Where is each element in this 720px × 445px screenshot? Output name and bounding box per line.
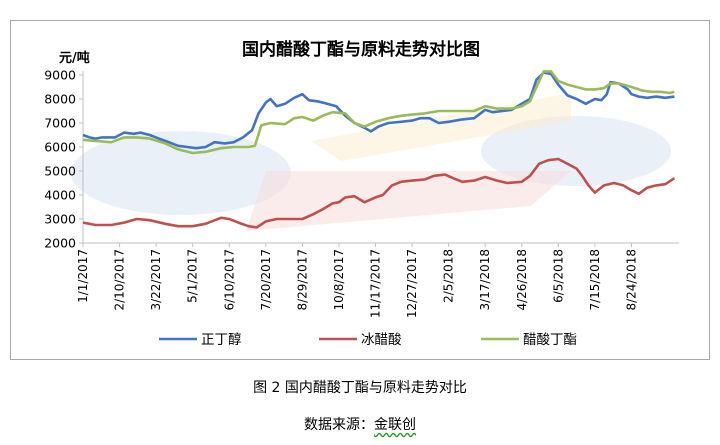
source-note: 数据来源：金联创	[0, 414, 720, 434]
x-tick-label: 1/1/2017	[76, 249, 90, 303]
x-tick-label: 8/24/2018	[624, 249, 638, 311]
x-tick-label: 6/5/2018	[551, 249, 565, 303]
series-line-1	[82, 71, 675, 150]
y-axis-unit-label: 元/吨	[59, 51, 90, 66]
x-tick-label: 11/17/2017	[369, 249, 383, 318]
y-tick-label: 4000	[44, 188, 76, 203]
watermark	[71, 93, 671, 231]
y-tick-label: 7000	[44, 116, 76, 131]
chart-frame: 2000 3000 4000 5000 6000 7000 8000 9000 1/1/2017…	[10, 20, 710, 360]
x-tick-label: 10/8/2017	[332, 249, 346, 311]
y-tick-label: 8000	[44, 92, 76, 107]
x-tick-label: 7/20/2017	[259, 249, 273, 311]
y-tick-label: 2000	[44, 236, 76, 251]
x-tick-label: 2/10/2017	[113, 249, 127, 311]
x-tick-label: 5/1/2017	[186, 249, 200, 303]
series-line-3	[82, 70, 675, 155]
x-tick-label: 2/5/2018	[442, 249, 456, 303]
line-chart: 2000 3000 4000 5000 6000 7000 8000 9000 1/1/2017…	[44, 68, 679, 348]
x-tick-label: 12/27/2017	[405, 249, 419, 318]
y-tick-label: 5000	[44, 164, 76, 179]
series-layer	[82, 70, 676, 229]
chart-title: 国内醋酸丁酯与原料走势对比图	[242, 40, 480, 60]
y-tick-label: 6000	[44, 140, 76, 155]
legend-label-3: 醋酸丁酯	[523, 332, 577, 348]
series-line-2	[82, 157, 676, 229]
figure-caption: 图 2 国内醋酸丁酯与原料走势对比	[253, 380, 467, 396]
source-prefix: 数据来源：	[304, 417, 374, 433]
y-tick-label: 3000	[44, 212, 76, 227]
legend-label-1: 正丁醇	[201, 331, 242, 348]
x-tick-label: 8/29/2017	[295, 249, 309, 311]
axes: 2000 3000 4000 5000 6000 7000 8000 9000 1/1/2017…	[44, 68, 679, 318]
x-tick-label: 3/17/2018	[478, 249, 492, 311]
legend-label-2: 冰醋酸	[361, 332, 402, 348]
x-tick-label: 7/15/2018	[588, 249, 602, 311]
x-tick-label: 4/26/2018	[515, 249, 529, 311]
x-tick-label: 6/10/2017	[222, 249, 236, 311]
source-name: 金联创	[374, 417, 416, 433]
x-tick-label: 3/22/2017	[149, 249, 163, 311]
legend: 正丁醇 冰醋酸 醋酸丁酯	[159, 331, 577, 348]
y-tick-label: 9000	[44, 68, 76, 83]
